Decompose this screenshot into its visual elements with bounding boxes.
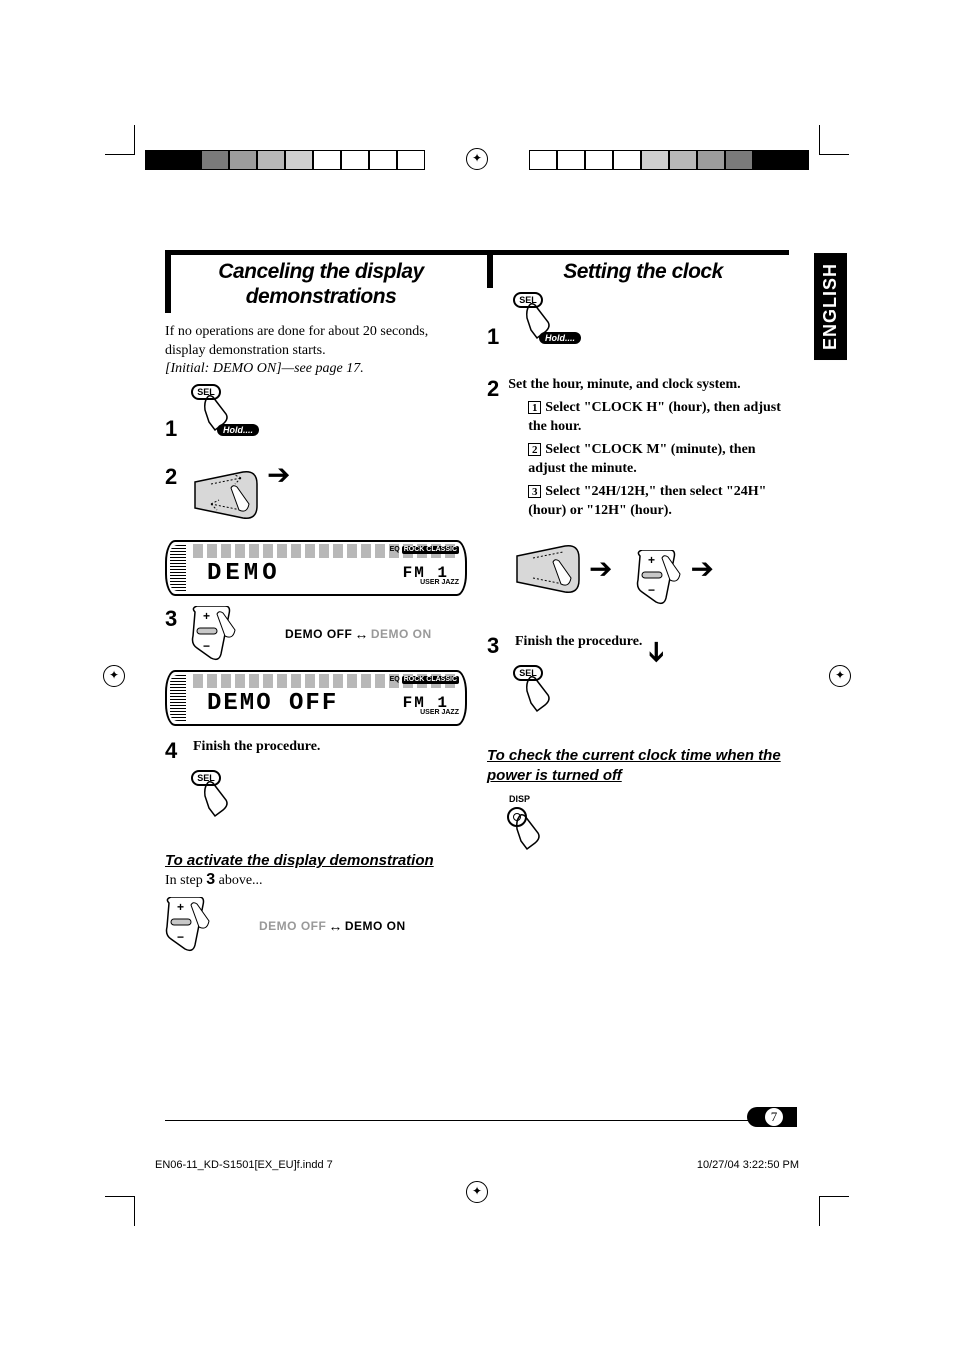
demo-toggle-text-2: DEMO OFF↔DEMO ON	[259, 919, 406, 933]
step-number: 2	[487, 376, 502, 520]
page-number: 7	[747, 1107, 797, 1127]
right-step-1: 1 SEL Hold....	[487, 292, 789, 350]
svg-text:−: −	[177, 930, 184, 944]
left-intro: If no operations are done for about 20 s…	[165, 323, 467, 359]
crop-mark	[105, 1196, 135, 1226]
step-number: 2	[165, 464, 187, 490]
substep-3: 3Select "24H/12H," then select "24H" (ho…	[528, 483, 789, 521]
activate-heading: To activate the display demonstration	[165, 851, 467, 871]
hold-label: Hold....	[539, 332, 581, 344]
language-tab: ENGLISH	[814, 253, 847, 360]
svg-text:+: +	[648, 553, 655, 567]
footer-file: EN06-11_KD-S1501[EX_EU]f.indd 7	[155, 1159, 333, 1171]
substep-2: 2Select "CLOCK M" (minute), then adjust …	[528, 441, 789, 479]
right-heading: Setting the clock	[487, 255, 789, 288]
registration-mark	[466, 1181, 488, 1203]
crop-mark	[819, 125, 849, 155]
step-number: 4	[165, 738, 187, 764]
sel-button-illustration: SEL	[513, 665, 557, 717]
calibration-bar-right	[529, 150, 809, 170]
lcd-display-demo-off: DEMO OFF FM 1 EQ ROCK CLASSIC USER JAZZ	[165, 670, 467, 726]
footer-rule	[165, 1120, 789, 1121]
volume-button-illustration: + −	[165, 897, 215, 955]
sel-button-illustration: SEL Hold....	[191, 384, 235, 436]
sel-button-illustration: SEL Hold....	[513, 292, 557, 344]
left-heading-text: Canceling the display demonstrations	[181, 259, 461, 309]
disp-button-illustration: DISP	[507, 797, 789, 860]
left-heading: Canceling the display demonstrations	[165, 255, 467, 313]
demo-toggle-text: DEMO OFF↔DEMO ON	[285, 626, 432, 642]
pointer-hand-icon	[513, 813, 543, 851]
clock-buttons-illustration: ➔ ➔ + − ➔	[513, 538, 789, 613]
step-number: 3	[165, 606, 187, 632]
check-heading: To check the current clock time when the…	[487, 746, 789, 785]
left-column: Canceling the display demonstrations If …	[165, 255, 467, 1121]
left-step-1: 1 SEL Hold....	[165, 384, 467, 442]
crop-mark	[819, 1196, 849, 1226]
hold-label: Hold....	[217, 424, 259, 436]
right-step-2: 2 Set the hour, minute, and clock system…	[487, 376, 789, 520]
substep-1: 1Select "CLOCK H" (hour), then adjust th…	[528, 399, 789, 437]
svg-text:−: −	[203, 639, 210, 653]
page-frame: ENGLISH Canceling the display demonstrat…	[165, 250, 789, 1121]
registration-mark	[466, 148, 488, 170]
svg-text:−: −	[648, 583, 655, 597]
activate-intro: In step 3 above...	[165, 870, 467, 891]
lcd-display-demo: DEMO FM 1 EQ ROCK CLASSIC USER JAZZ	[165, 540, 467, 596]
step-number: 3	[487, 633, 509, 659]
volume-button-illustration: + −	[191, 606, 241, 664]
activate-illustration: + − DEMO OFF↔DEMO ON	[165, 897, 467, 955]
right-heading-text: Setting the clock	[503, 259, 783, 284]
right-column: Setting the clock 1 SEL Hold.... 2 Set t…	[487, 255, 789, 1121]
footer-date: 10/27/04 3:22:50 PM	[697, 1159, 799, 1171]
left-step-3: 3 + − DEMO OFF↔DEMO ON DEMO	[165, 606, 467, 726]
pointer-hand-icon	[201, 780, 231, 818]
left-intro-note: [Initial: DEMO ON]—see page 17.	[165, 360, 467, 378]
track-button-illustration	[513, 538, 585, 608]
calibration-bar-left	[145, 150, 425, 170]
svg-text:+: +	[203, 609, 210, 623]
registration-mark	[829, 665, 851, 687]
crop-mark	[105, 125, 135, 155]
left-step-4: 4 Finish the procedure.	[165, 738, 467, 764]
volume-button-illustration: + −	[636, 550, 686, 608]
pointer-hand-icon	[523, 675, 553, 713]
registration-mark	[103, 665, 125, 687]
track-button-illustration	[191, 464, 263, 534]
sel-button-illustration: SEL	[191, 770, 235, 822]
print-footer: EN06-11_KD-S1501[EX_EU]f.indd 7 10/27/04…	[155, 1159, 799, 1171]
right-step-3: 3 Finish the procedure.	[487, 633, 789, 659]
step-number: 1	[165, 416, 187, 442]
svg-text:+: +	[177, 900, 184, 914]
left-step-2: 2 ➔ DEMO FM 1 EQ ROCK CLAS	[165, 464, 467, 596]
step-number: 1	[487, 324, 509, 350]
